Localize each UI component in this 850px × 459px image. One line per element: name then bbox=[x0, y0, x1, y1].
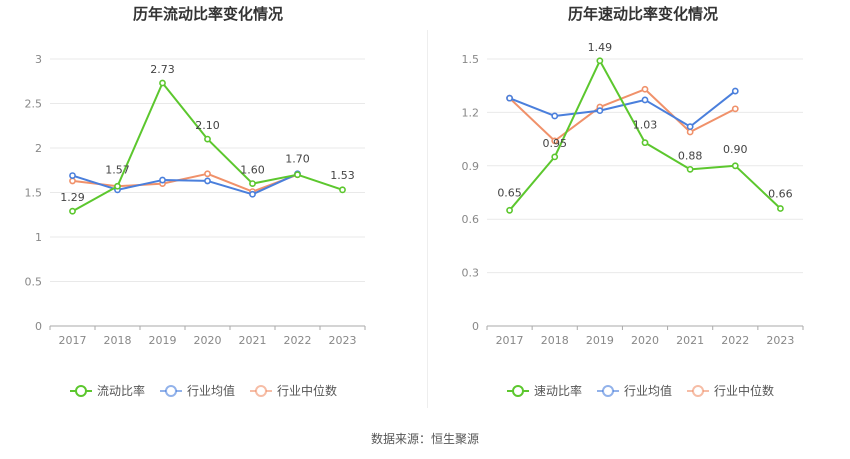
data-point bbox=[596, 57, 604, 65]
y-tick-label: 2.5 bbox=[25, 98, 43, 111]
x-tick-label: 2017 bbox=[496, 334, 524, 347]
y-tick-label: 0 bbox=[472, 320, 479, 333]
legend-label: 速动比率 bbox=[534, 383, 582, 398]
legend-label: 行业均值 bbox=[624, 383, 672, 398]
y-tick-label: 1.2 bbox=[462, 106, 480, 119]
data-point bbox=[731, 162, 739, 170]
data-point bbox=[114, 182, 121, 190]
data-point bbox=[686, 128, 694, 136]
data-point bbox=[69, 177, 76, 185]
data-point bbox=[204, 135, 211, 143]
legend-marker bbox=[165, 385, 177, 397]
x-tick-label: 2018 bbox=[104, 334, 132, 347]
data-point bbox=[641, 85, 649, 93]
data-label: 0.88 bbox=[678, 149, 703, 162]
x-tick-label: 2019 bbox=[149, 334, 177, 347]
x-tick-label: 2022 bbox=[721, 334, 749, 347]
legend-marker bbox=[255, 385, 267, 397]
data-label: 1.60 bbox=[240, 164, 265, 177]
legend-label: 行业均值 bbox=[187, 383, 235, 398]
data-point bbox=[506, 94, 513, 102]
data-label: 0.95 bbox=[542, 137, 567, 150]
data-point bbox=[641, 139, 649, 147]
y-tick-label: 1.5 bbox=[25, 187, 43, 200]
x-tick-label: 2023 bbox=[766, 334, 794, 347]
x-tick-label: 2019 bbox=[586, 334, 614, 347]
data-point bbox=[731, 87, 739, 95]
data-label: 1.49 bbox=[588, 41, 613, 54]
y-tick-label: 3 bbox=[35, 53, 42, 66]
series-line-2 bbox=[509, 90, 736, 128]
data-point bbox=[686, 165, 694, 173]
data-label: 2.73 bbox=[150, 63, 175, 76]
data-point bbox=[506, 206, 513, 214]
data-point bbox=[159, 176, 166, 184]
y-tick-label: 0.9 bbox=[462, 160, 480, 173]
x-tick-label: 2020 bbox=[194, 334, 222, 347]
data-label: 0.66 bbox=[768, 188, 793, 201]
data-point bbox=[596, 107, 604, 115]
legend-label: 流动比率 bbox=[97, 383, 145, 398]
data-label: 1.03 bbox=[633, 119, 658, 132]
x-tick-label: 2017 bbox=[59, 334, 87, 347]
chart-title: 历年流动比率变化情况 bbox=[133, 5, 283, 23]
chart-1: 历年流动比率变化情况 0 0.5 1 1.5 2 2.5 3 2017 2018 2019 2020 2… bbox=[25, 5, 366, 398]
data-source-label: 数据来源：恒生聚源 bbox=[370, 432, 479, 446]
data-label: 0.90 bbox=[723, 143, 748, 156]
y-tick-label: 1 bbox=[35, 231, 42, 244]
chart-title: 历年速动比率变化情况 bbox=[568, 5, 718, 23]
data-point bbox=[777, 205, 784, 212]
data-point bbox=[551, 137, 559, 145]
data-point bbox=[69, 207, 76, 215]
data-label: 1.53 bbox=[330, 169, 355, 182]
data-point bbox=[294, 171, 301, 179]
x-tick-label: 2021 bbox=[239, 334, 267, 347]
data-point bbox=[731, 105, 739, 113]
legend-marker bbox=[692, 385, 704, 397]
data-label: 1.29 bbox=[60, 191, 85, 204]
data-point bbox=[159, 79, 166, 87]
data-point bbox=[641, 96, 649, 104]
series-line-1 bbox=[72, 82, 343, 213]
data-label: 0.65 bbox=[497, 186, 522, 199]
legend-marker bbox=[75, 385, 87, 397]
y-tick-label: 0.3 bbox=[462, 267, 480, 280]
data-point bbox=[249, 190, 256, 198]
data-point bbox=[339, 186, 346, 194]
y-tick-label: 0.5 bbox=[25, 276, 43, 289]
chart-2: 历年速动比率变化情况 0 0.3 0.6 0.9 1.2 1.5 2017 2018 2019 20… bbox=[462, 5, 804, 398]
x-tick-label: 2022 bbox=[284, 334, 312, 347]
x-tick-label: 2021 bbox=[676, 334, 704, 347]
legend-label: 行业中位数 bbox=[714, 383, 774, 398]
y-tick-label: 1.5 bbox=[462, 53, 480, 66]
panel-divider bbox=[427, 30, 428, 408]
data-point bbox=[249, 180, 256, 187]
x-tick-label: 2018 bbox=[541, 334, 569, 347]
x-tick-label: 2020 bbox=[631, 334, 659, 347]
y-tick-label: 0 bbox=[35, 320, 42, 333]
series-line-2 bbox=[72, 172, 298, 196]
data-label: 1.70 bbox=[285, 153, 310, 166]
data-point bbox=[551, 112, 559, 120]
data-point bbox=[69, 172, 76, 179]
y-tick-label: 0.6 bbox=[462, 213, 480, 226]
data-label: 2.10 bbox=[195, 119, 220, 132]
y-tick-label: 2 bbox=[35, 142, 42, 155]
data-point bbox=[204, 170, 211, 178]
data-label: 1.57 bbox=[105, 163, 130, 176]
x-tick-label: 2023 bbox=[329, 334, 357, 347]
data-point bbox=[686, 123, 694, 131]
data-point bbox=[551, 153, 559, 161]
data-point bbox=[204, 177, 211, 185]
legend-label: 行业中位数 bbox=[277, 383, 337, 398]
legend-marker bbox=[602, 385, 614, 397]
series-line-3 bbox=[508, 88, 736, 142]
legend-marker bbox=[512, 385, 524, 397]
series-line-3 bbox=[72, 172, 298, 193]
